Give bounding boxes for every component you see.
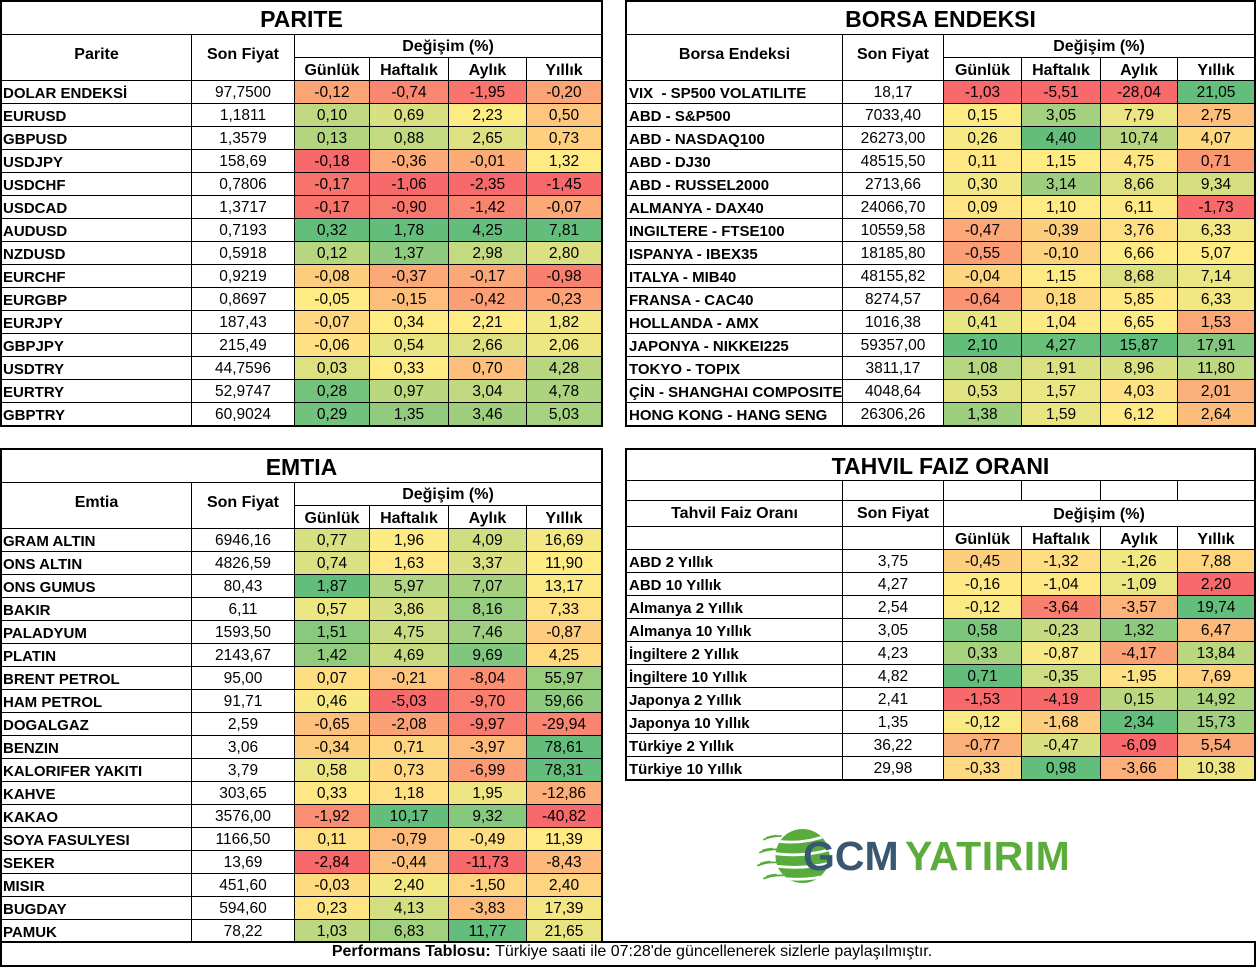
svg-text:GCM: GCM xyxy=(803,833,899,879)
svg-text:YATIRIM: YATIRIM xyxy=(905,833,1070,879)
